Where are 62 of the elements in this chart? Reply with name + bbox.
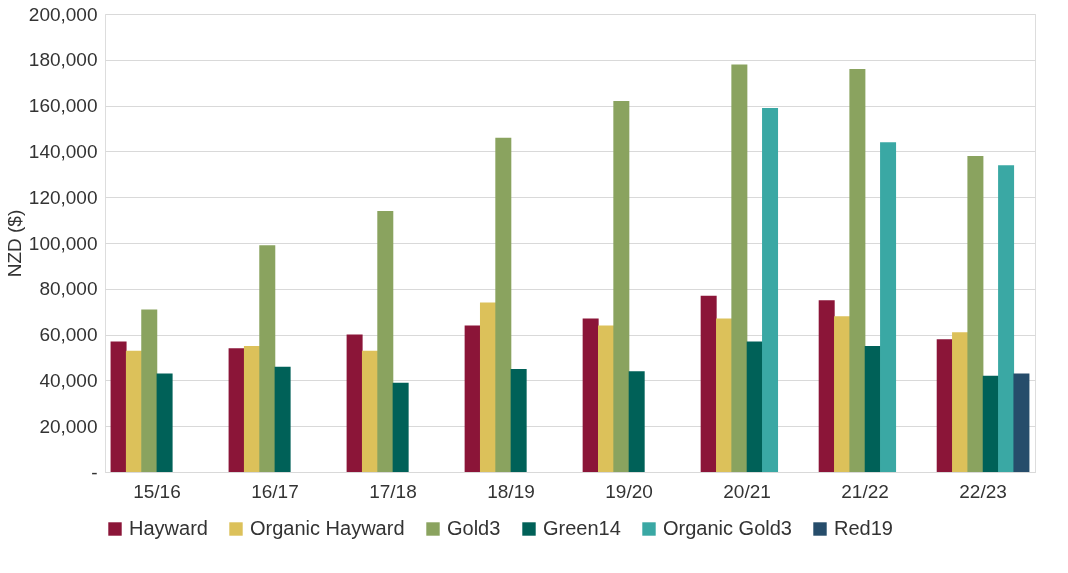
bar (613, 101, 630, 472)
y-tick-label: 40,000 (39, 369, 98, 391)
bar (716, 318, 733, 472)
bar (936, 339, 953, 472)
bar (849, 68, 866, 472)
y-tick-label: - (91, 461, 98, 483)
y-tick-label: 160,000 (28, 95, 98, 117)
legend-label: Organic Hayward (250, 517, 405, 539)
x-tick-label: 16/17 (251, 480, 299, 502)
bar (818, 300, 835, 472)
bar (731, 64, 748, 472)
bar (243, 346, 260, 472)
bar (110, 341, 127, 472)
bar (982, 375, 999, 472)
bar (762, 107, 779, 472)
x-tick-label: 18/19 (487, 480, 535, 502)
y-tick-label: 180,000 (28, 49, 98, 71)
bar (392, 382, 409, 472)
bar (880, 142, 897, 472)
y-tick-label: 80,000 (39, 278, 98, 300)
bar (274, 366, 291, 472)
bar (361, 350, 378, 472)
bar (998, 165, 1015, 472)
bar (228, 348, 245, 472)
bar (746, 341, 763, 472)
bar (598, 325, 614, 472)
legend-label: Hayward (129, 517, 208, 539)
x-tick-label: 22/23 (959, 480, 1007, 502)
bar (834, 316, 851, 472)
bar (259, 245, 276, 472)
bar (141, 309, 158, 472)
y-tick-label: 200,000 (28, 3, 98, 25)
bar (628, 371, 645, 472)
bar (125, 350, 142, 472)
legend-label: Red19 (834, 517, 893, 539)
x-tick-label: 15/16 (133, 480, 181, 502)
bar (377, 210, 394, 472)
y-tick-label: 60,000 (39, 324, 98, 346)
y-tick-label: 20,000 (39, 415, 98, 437)
bar (510, 368, 527, 472)
bar (346, 334, 363, 472)
legend-label: Organic Gold3 (663, 517, 792, 539)
y-tick-label: 100,000 (28, 232, 98, 254)
bar (156, 373, 173, 472)
y-tick-label: 140,000 (28, 140, 98, 162)
y-tick-label: 120,000 (28, 186, 98, 208)
x-tick-label: 19/20 (605, 480, 653, 502)
x-tick-label: 20/21 (723, 480, 771, 502)
bar (700, 295, 717, 472)
legend-label: Green14 (543, 517, 621, 539)
bar (864, 346, 881, 472)
x-tick-label: 17/18 (369, 480, 417, 502)
bar (479, 302, 496, 472)
x-tick-label: 21/22 (841, 480, 889, 502)
bar (967, 155, 984, 472)
bar (464, 325, 481, 472)
bar (495, 137, 512, 472)
bar (952, 332, 969, 472)
bar (1013, 373, 1030, 472)
bar (582, 318, 599, 472)
legend-label: Gold3 (447, 517, 501, 539)
y-axis-title: NZD ($) (3, 209, 25, 278)
